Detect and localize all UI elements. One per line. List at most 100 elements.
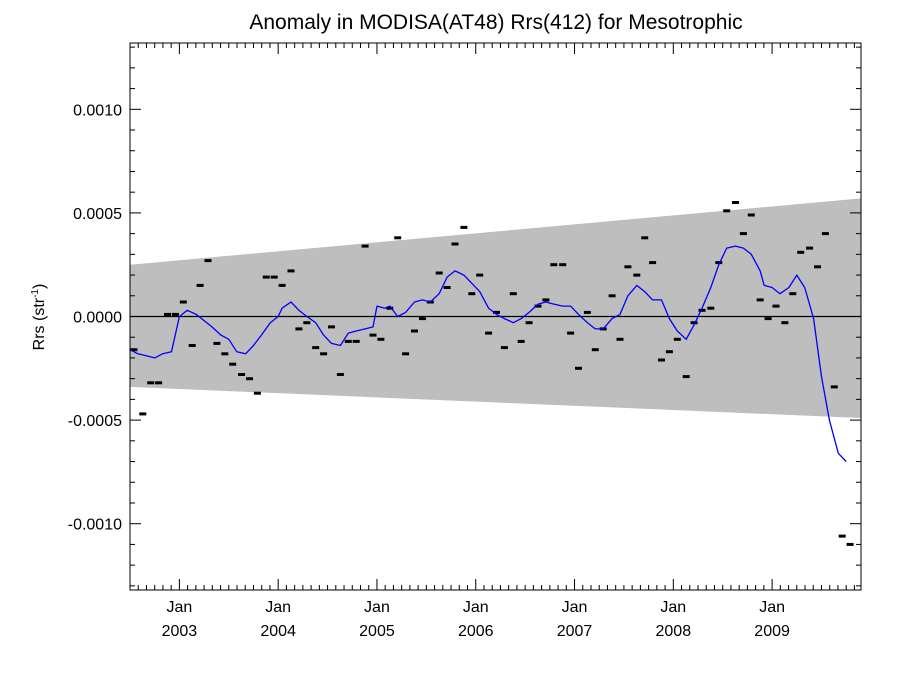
y-axis-label-sup: -1: [30, 289, 41, 298]
anomaly-point-71: [715, 261, 723, 265]
anomaly-point-25: [336, 373, 344, 376]
anomaly-point-22: [312, 346, 320, 350]
anomaly-point-35: [418, 317, 426, 321]
anomaly-point-83: [814, 265, 821, 269]
anomaly-point-3: [155, 381, 163, 385]
anomaly-point-81: [797, 250, 805, 254]
x-tick-label-month-4: Jan: [562, 599, 588, 616]
anomaly-point-28: [361, 244, 369, 248]
anomaly-point-38: [443, 286, 451, 289]
y-axis-label-close: ): [31, 284, 48, 289]
y-tick-label-0: 0.0010: [73, 102, 122, 119]
x-tick-label-year-0: 2003: [162, 623, 198, 640]
anomaly-point-24: [328, 325, 335, 329]
anomaly-point-64: [658, 358, 665, 362]
anomaly-point-45: [500, 346, 508, 350]
x-tick-label-year-5: 2008: [656, 623, 692, 640]
anomaly-point-52: [559, 263, 567, 267]
anomaly-point-60: [624, 265, 632, 269]
anomaly-point-79: [781, 321, 789, 325]
x-tick-label-month-2: Jan: [364, 599, 390, 616]
anomaly-point-0: [130, 348, 138, 352]
anomaly-point-20: [295, 327, 303, 331]
x-tick-label-year-2: 2005: [359, 623, 395, 640]
anomaly-point-37: [435, 271, 443, 275]
anomaly-point-56: [591, 348, 599, 352]
y-tick-label-1: 0.0005: [73, 206, 122, 223]
x-tick-label-year-1: 2004: [260, 623, 296, 640]
anomaly-point-11: [221, 352, 229, 356]
plot-area: [129, 198, 861, 546]
anomaly-point-61: [633, 273, 641, 277]
anomaly-point-74: [739, 232, 747, 236]
anomaly-point-10: [213, 341, 221, 345]
anomaly-point-32: [394, 236, 402, 240]
anomaly-point-66: [673, 337, 681, 341]
anomaly-point-23: [320, 352, 328, 356]
anomaly-point-68: [690, 321, 698, 325]
anomaly-point-44: [493, 310, 500, 314]
anomaly-point-15: [253, 391, 261, 395]
anomaly-point-14: [246, 377, 253, 381]
anomaly-point-31: [386, 306, 394, 310]
anomaly-point-27: [352, 339, 360, 343]
anomaly-point-46: [509, 292, 517, 296]
anomaly-point-41: [468, 292, 476, 296]
anomaly-point-34: [411, 329, 418, 333]
anomaly-point-59: [616, 337, 624, 341]
anomaly-point-16: [262, 275, 270, 279]
axes: Jan 2003 Jan 2004 Jan 2005 Jan 2006 Jan 2007 Jan 20…: [68, 42, 862, 640]
x-tick-label-month-1: Jan: [265, 599, 291, 616]
anomaly-point-86: [838, 534, 846, 538]
anomaly-point-8: [196, 283, 204, 287]
anomaly-point-18: [278, 283, 286, 287]
anomaly-point-50: [542, 298, 550, 302]
x-tick-label-month-6: Jan: [759, 599, 785, 616]
anomaly-point-78: [772, 304, 780, 308]
anomaly-point-87: [846, 542, 854, 546]
anomaly-point-85: [830, 385, 838, 389]
anomaly-point-65: [665, 350, 673, 354]
anomaly-point-1: [139, 412, 147, 416]
y-tick-label-4: -0.0010: [68, 517, 122, 534]
anomaly-point-47: [517, 339, 525, 343]
anomaly-point-75: [747, 213, 755, 217]
x-tick-label-month-3: Jan: [463, 599, 489, 616]
anomaly-point-63: [649, 261, 657, 265]
anomaly-point-2: [147, 381, 155, 385]
x-tick-label-year-6: 2009: [754, 623, 790, 640]
confidence-band: [130, 198, 861, 418]
anomaly-point-5: [171, 312, 179, 316]
anomaly-point-17: [270, 275, 278, 279]
anomaly-point-48: [525, 321, 533, 325]
anomaly-point-69: [698, 308, 706, 312]
anomaly-point-67: [682, 375, 690, 379]
anomaly-point-42: [476, 273, 484, 277]
anomaly-point-9: [204, 259, 212, 263]
y-tick-label-2: 0.0000: [73, 310, 122, 327]
anomaly-point-62: [641, 236, 649, 240]
anomaly-point-55: [583, 310, 591, 314]
chart-title: Anomaly in MODISA(AT48) Rrs(412) for Mes…: [249, 11, 742, 34]
anomaly-point-30: [377, 337, 385, 341]
anomaly-point-19: [287, 269, 295, 273]
anomaly-point-77: [764, 317, 772, 321]
x-tick-label-year-4: 2007: [557, 623, 593, 640]
anomaly-point-70: [707, 306, 715, 310]
anomaly-point-13: [238, 373, 246, 376]
anomaly-point-12: [229, 362, 237, 366]
anomaly-point-72: [723, 209, 731, 213]
x-tick-label-month-5: Jan: [660, 599, 686, 616]
anomaly-point-58: [608, 294, 616, 298]
anomaly-point-84: [821, 232, 829, 236]
y-tick-label-3: -0.0005: [68, 413, 122, 430]
anomaly-point-7: [188, 344, 196, 347]
anomaly-point-6: [179, 300, 187, 304]
anomaly-point-26: [344, 339, 352, 343]
anomaly-point-33: [402, 352, 410, 356]
anomaly-point-40: [460, 225, 468, 229]
anomaly-point-29: [369, 333, 377, 337]
anomaly-point-39: [451, 242, 459, 246]
anomaly-point-54: [575, 366, 582, 370]
